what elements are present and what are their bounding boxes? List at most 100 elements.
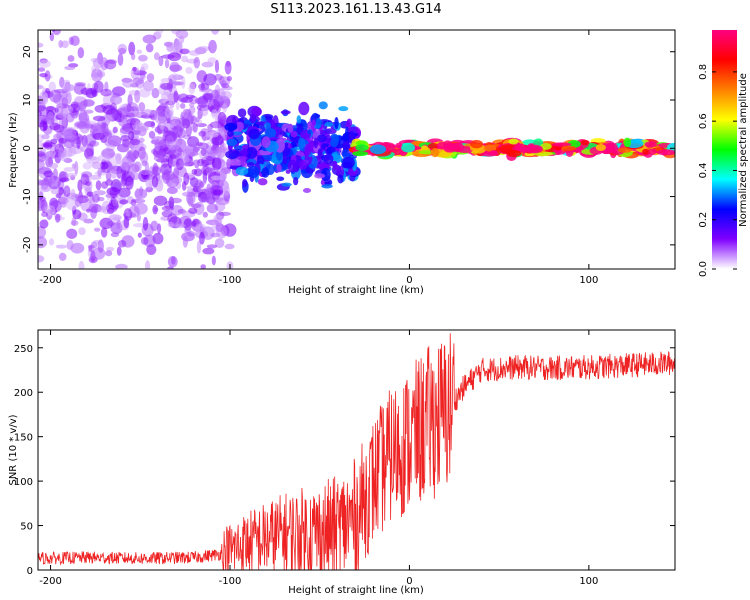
heatmap-cell <box>169 102 175 108</box>
heatmap-cell <box>41 134 50 140</box>
heatmap-cell <box>63 167 75 172</box>
heatmap-cell <box>48 81 56 92</box>
heatmap-cell <box>224 122 238 132</box>
heatmap-cell <box>70 35 80 47</box>
heatmap-cell <box>62 147 77 157</box>
heatmap-cell <box>278 134 283 141</box>
heatmap-cell <box>202 247 215 255</box>
heatmap-cells <box>38 22 675 292</box>
heatmap-cell <box>208 39 217 54</box>
heatmap-cell <box>213 73 223 81</box>
heatmap-cell <box>165 42 176 48</box>
heatmap-cell <box>165 173 180 188</box>
heatmap-cell <box>116 246 122 256</box>
heatmap-cell <box>315 118 322 129</box>
heatmap-cell <box>324 121 334 127</box>
heatmap-cell <box>282 156 288 165</box>
heatmap-cell <box>226 75 232 82</box>
heatmap-frame <box>37 29 676 270</box>
heatmap-cell <box>38 255 45 263</box>
heatmap-cell <box>63 138 75 149</box>
heatmap-cell <box>164 58 170 69</box>
heatmap-cell <box>38 158 45 171</box>
heatmap-cell <box>347 126 359 133</box>
heatmap-cell <box>101 22 108 30</box>
heatmap-cell <box>216 225 228 239</box>
heatmap-cell <box>44 106 55 112</box>
heatmap-cell <box>38 201 44 212</box>
heatmap-cell <box>240 158 247 167</box>
heatmap-cell <box>137 282 149 288</box>
heatmap-cell <box>338 106 349 112</box>
heatmap-cell <box>314 173 326 179</box>
heatmap-cell <box>210 30 220 35</box>
heatmap-cell <box>200 105 209 117</box>
heatmap-cell <box>74 82 86 87</box>
heatmap-cell <box>139 284 144 292</box>
heatmap-cell <box>59 76 65 88</box>
heatmap-cell <box>214 99 219 111</box>
heatmap-cell <box>90 122 102 131</box>
heatmap-cell <box>83 109 94 114</box>
heatmap-cell <box>95 180 102 191</box>
heatmap-cell <box>200 193 212 203</box>
heatmap-cell <box>169 197 182 204</box>
heatmap-cell <box>233 145 243 151</box>
heatmap-cell <box>261 136 271 148</box>
heatmap-cell <box>88 120 97 125</box>
heatmap-cell <box>220 169 226 182</box>
heatmap-cell <box>321 143 327 150</box>
heatmap-cell <box>127 163 140 173</box>
heatmap-cell <box>38 105 47 112</box>
colorbar-tick-label: 0.6 <box>698 113 709 129</box>
heatmap-cell <box>180 96 194 104</box>
heatmap-cell <box>128 41 136 56</box>
heatmap-cell <box>182 235 188 248</box>
heatmap-cell <box>93 80 104 93</box>
heatmap-cell <box>42 143 53 149</box>
heatmap-cell <box>134 89 141 103</box>
heatmap-cell <box>247 165 260 179</box>
heatmap-cell <box>211 109 218 119</box>
heatmap-cell <box>191 220 197 227</box>
heatmap-cell <box>135 120 143 127</box>
heatmap-cell <box>145 260 151 269</box>
heatmap-cell <box>117 53 124 66</box>
colorbar-bar <box>712 30 737 269</box>
y-tick-label: 200 <box>14 388 33 399</box>
heatmap-cell <box>317 134 327 143</box>
heatmap-cell <box>153 207 159 212</box>
heatmap-cell <box>115 263 128 269</box>
heatmap-cell <box>342 152 351 157</box>
heatmap-cell <box>112 198 118 207</box>
heatmap-cell <box>63 185 71 198</box>
heatmap-cell <box>64 65 76 71</box>
heatmap-cell <box>326 146 333 155</box>
heatmap-cell <box>213 170 221 177</box>
heatmap-cell <box>167 221 175 228</box>
heatmap-cell <box>251 106 262 117</box>
heatmap-cell <box>151 87 160 99</box>
heatmap-cell <box>173 90 179 103</box>
heatmap-cell <box>214 59 220 73</box>
heatmap-cell <box>145 43 154 53</box>
heatmap-cell <box>74 120 87 128</box>
heatmap-cell <box>211 255 216 266</box>
heatmap-cell <box>199 87 212 93</box>
heatmap-cell <box>53 133 61 141</box>
heatmap-cell <box>236 156 248 161</box>
heatmap-cell <box>470 139 484 149</box>
heatmap-cell <box>121 110 126 124</box>
heatmap-cell <box>151 175 159 188</box>
heatmap-cell <box>595 144 606 152</box>
heatmap-y-ticks: -20 -10 0 10 20 <box>22 45 675 253</box>
heatmap-cell <box>188 207 198 214</box>
heatmap-cell <box>352 150 369 157</box>
heatmap-cell <box>85 87 97 99</box>
heatmap-cell <box>276 176 285 182</box>
heatmap-cell <box>334 116 339 130</box>
y-tick-label: 250 <box>14 344 33 355</box>
x-tick-label: -200 <box>39 576 62 587</box>
heatmap-cell <box>226 138 238 147</box>
